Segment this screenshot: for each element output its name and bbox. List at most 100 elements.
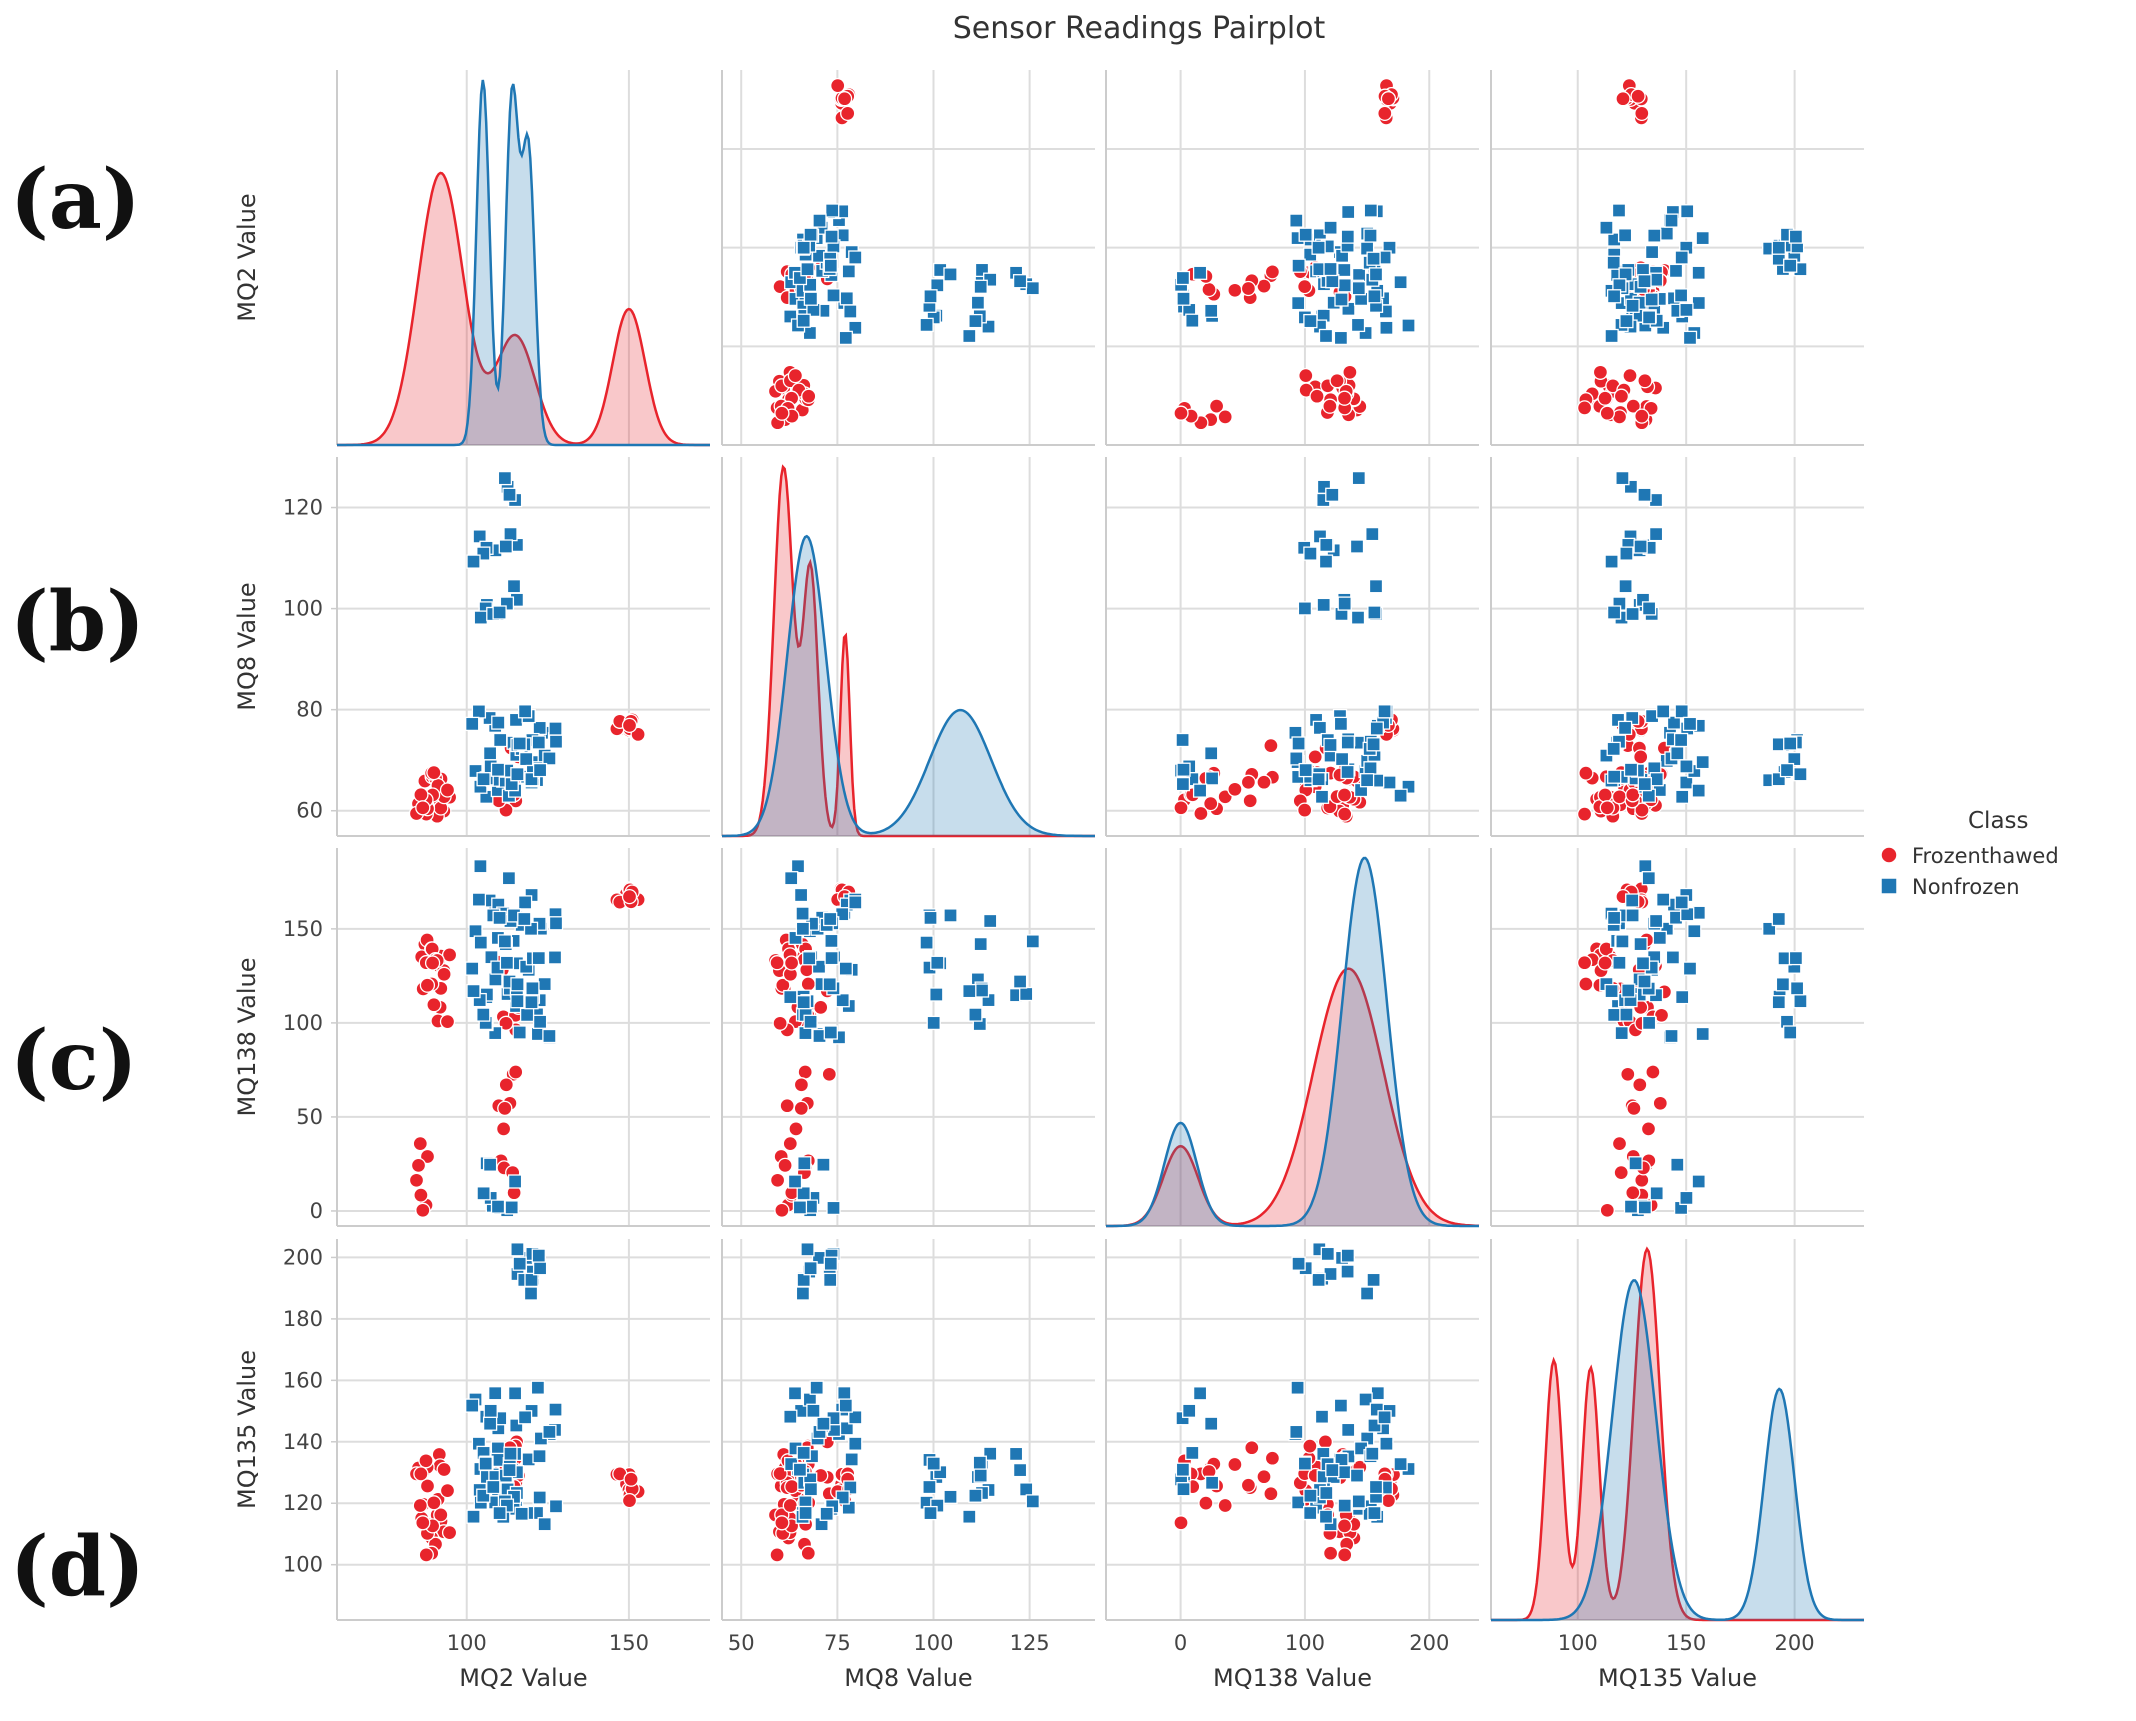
point-frozenthawed	[769, 1547, 785, 1563]
point-frozenthawed	[1597, 390, 1613, 406]
point-frozenthawed	[441, 1524, 458, 1541]
point-nonfrozen	[1318, 328, 1334, 344]
point-frozenthawed	[623, 1471, 639, 1487]
point-frozenthawed	[1240, 1477, 1257, 1493]
point-frozenthawed	[419, 1478, 436, 1494]
point-nonfrozen	[512, 736, 527, 751]
point-nonfrozen	[800, 1242, 815, 1257]
point-frozenthawed	[1336, 390, 1353, 406]
point-nonfrozen	[923, 289, 938, 304]
point-nonfrozen	[519, 751, 534, 767]
point-nonfrozen	[1340, 1264, 1355, 1279]
point-nonfrozen	[542, 1424, 557, 1440]
point-frozenthawed	[1380, 1492, 1397, 1509]
point-frozenthawed	[1613, 1164, 1629, 1181]
point-nonfrozen	[1617, 720, 1633, 736]
point-nonfrozen	[1606, 741, 1621, 757]
point-frozenthawed	[774, 1515, 790, 1531]
y-tick-label: 150	[283, 917, 323, 941]
point-nonfrozen	[1625, 908, 1640, 923]
point-nonfrozen	[490, 762, 506, 777]
point-nonfrozen	[803, 291, 819, 306]
panel-r3-c4	[1490, 848, 1864, 1227]
point-frozenthawed	[784, 1478, 800, 1495]
point-nonfrozen	[822, 977, 837, 992]
point-nonfrozen	[796, 1186, 811, 1201]
point-nonfrozen	[1303, 313, 1318, 329]
x-tick-label: 75	[824, 1631, 851, 1655]
point-nonfrozen	[510, 1242, 525, 1257]
point-nonfrozen	[537, 976, 552, 992]
point-frozenthawed	[439, 1482, 456, 1499]
point-nonfrozen	[1303, 546, 1318, 561]
point-nonfrozen	[1337, 1465, 1352, 1480]
point-nonfrozen	[537, 1517, 552, 1532]
point-frozenthawed	[1578, 765, 1594, 781]
point-frozenthawed	[1322, 1545, 1339, 1561]
point-nonfrozen	[482, 746, 498, 761]
point-nonfrozen	[499, 955, 515, 970]
point-nonfrozen	[532, 720, 547, 736]
point-frozenthawed	[1592, 364, 1609, 380]
point-nonfrozen	[1771, 995, 1786, 1010]
point-nonfrozen	[548, 1402, 563, 1417]
point-nonfrozen	[1611, 203, 1627, 218]
x-axis-label: MQ8 Value	[844, 1664, 972, 1692]
point-nonfrozen	[1604, 983, 1619, 999]
point-nonfrozen	[1341, 1422, 1356, 1438]
point-nonfrozen	[1612, 955, 1627, 970]
point-frozenthawed	[419, 1148, 436, 1165]
point-nonfrozen	[1289, 751, 1304, 766]
point-frozenthawed	[1203, 795, 1219, 812]
point-nonfrozen	[482, 1416, 498, 1431]
point-frozenthawed	[1611, 1135, 1628, 1152]
panel-label-c: (c)	[10, 1013, 138, 1109]
point-frozenthawed	[1337, 806, 1353, 822]
point-nonfrozen	[507, 1386, 523, 1401]
point-nonfrozen	[1644, 292, 1659, 307]
point-nonfrozen	[512, 1256, 527, 1271]
point-nonfrozen	[1401, 318, 1416, 333]
point-nonfrozen	[1679, 759, 1694, 774]
point-nonfrozen	[1325, 487, 1340, 502]
point-nonfrozen	[542, 751, 557, 766]
point-frozenthawed	[1298, 367, 1314, 384]
point-nonfrozen	[803, 1261, 818, 1276]
point-nonfrozen	[1337, 278, 1352, 293]
point-nonfrozen	[1350, 317, 1366, 333]
point-nonfrozen	[1670, 1157, 1685, 1172]
point-nonfrozen	[1185, 1445, 1200, 1461]
point-nonfrozen	[1311, 772, 1326, 787]
panel-r2-c1: 60 80 100 120 MQ8 Value	[233, 457, 710, 837]
point-nonfrozen	[1290, 1380, 1305, 1395]
point-nonfrozen	[1366, 1272, 1381, 1288]
point-nonfrozen	[1674, 250, 1689, 265]
point-nonfrozen	[1368, 1479, 1384, 1495]
point-nonfrozen	[532, 1490, 547, 1505]
point-nonfrozen	[1691, 1174, 1706, 1189]
point-nonfrozen	[973, 279, 988, 294]
point-nonfrozen	[1637, 974, 1652, 989]
point-frozenthawed	[800, 976, 816, 992]
point-nonfrozen	[1377, 704, 1392, 719]
point-nonfrozen	[1648, 913, 1664, 929]
point-nonfrozen	[790, 859, 806, 874]
y-tick-label: 140	[283, 1430, 323, 1454]
point-frozenthawed	[1630, 88, 1646, 104]
point-nonfrozen	[1204, 1416, 1219, 1431]
panel-r1-c2	[721, 70, 1095, 446]
plot-area: 80100120140MQ2 Value 60 80 100 120 MQ8 Value 0…	[233, 70, 1864, 1692]
x-tick-label: 0	[1174, 1631, 1187, 1655]
point-nonfrozen	[1351, 470, 1366, 486]
point-nonfrozen	[532, 1449, 547, 1464]
point-nonfrozen	[943, 267, 958, 282]
point-frozenthawed	[418, 1453, 434, 1469]
point-nonfrozen	[838, 1398, 853, 1413]
point-frozenthawed	[769, 1172, 786, 1188]
point-nonfrozen	[1641, 310, 1657, 325]
point-frozenthawed	[777, 1157, 793, 1174]
point-nonfrozen	[1351, 1494, 1366, 1509]
panel-r4-c1: 100 120 140 160 180 200 MQ135 Value 100 150 MQ2 V…	[233, 1239, 710, 1692]
point-nonfrozen	[1350, 610, 1366, 625]
point-frozenthawed	[426, 764, 442, 781]
